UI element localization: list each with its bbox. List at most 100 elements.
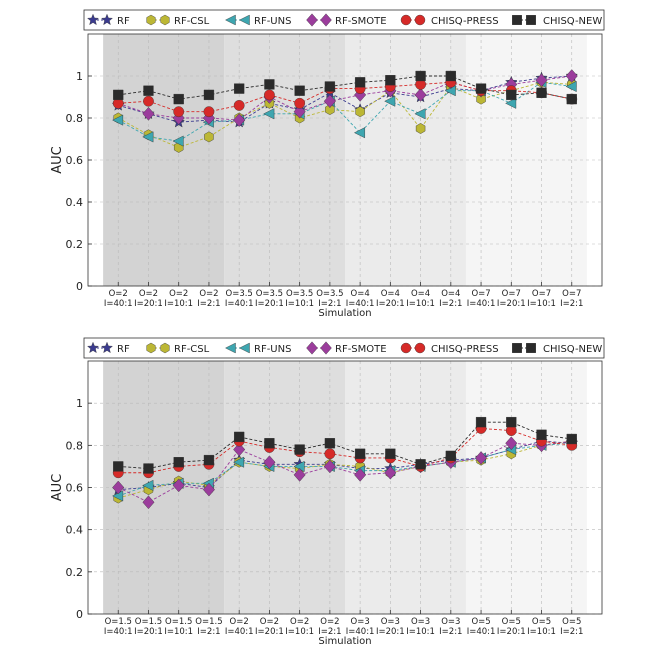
data-point bbox=[294, 97, 306, 109]
chart-1: 00.20.40.60.81O=2I=40:1O=2I=20:1O=2I=10:… bbox=[50, 9, 605, 319]
series-line bbox=[118, 428, 572, 474]
legend-marker bbox=[146, 14, 156, 26]
data-point bbox=[264, 79, 275, 90]
legend-label: CHISQ-NEW bbox=[543, 16, 602, 27]
legend-marker bbox=[87, 13, 99, 26]
data-point bbox=[565, 80, 577, 93]
series-line bbox=[118, 421, 572, 469]
x-tick-label-overlap: O=3 bbox=[411, 617, 430, 627]
data-point bbox=[324, 81, 336, 92]
x-tick-label-overlap: O=4 bbox=[381, 289, 400, 299]
data-point bbox=[385, 448, 396, 459]
data-point bbox=[233, 456, 245, 468]
y-tick-label: 0.8 bbox=[66, 112, 84, 125]
x-tick-label-imbalance: I=10:1 bbox=[164, 299, 193, 309]
y-tick-label: 0.6 bbox=[66, 154, 84, 167]
x-tick-label-overlap: O=5 bbox=[502, 617, 521, 627]
y-tick-label: 0 bbox=[76, 608, 83, 621]
data-point bbox=[202, 482, 215, 497]
data-point bbox=[506, 417, 517, 428]
x-axis-label: Simulation bbox=[318, 308, 371, 319]
legend-marker bbox=[160, 342, 170, 354]
data-point bbox=[143, 463, 154, 474]
x-tick-label-overlap: O=2 bbox=[230, 617, 249, 627]
data-point bbox=[506, 89, 517, 101]
data-point bbox=[384, 465, 397, 480]
x-tick-label-imbalance: I=20:1 bbox=[255, 299, 284, 309]
x-tick-label-overlap: O=2 bbox=[199, 289, 218, 299]
x-tick-label-overlap: O=2 bbox=[109, 289, 128, 299]
legend-label: RF-UNS bbox=[254, 16, 291, 27]
x-tick-label-overlap: O=2 bbox=[169, 289, 188, 299]
y-tick-label: 1 bbox=[76, 70, 83, 83]
x-tick-label-imbalance: I=2:1 bbox=[439, 627, 462, 637]
data-point bbox=[536, 429, 547, 440]
y-tick-label: 0.2 bbox=[66, 566, 84, 579]
x-tick-label-overlap: O=3 bbox=[441, 617, 460, 627]
legend-marker bbox=[239, 14, 250, 26]
x-tick-label-imbalance: I=2:1 bbox=[318, 299, 341, 309]
data-point bbox=[354, 448, 366, 459]
legend-marker bbox=[320, 13, 332, 27]
x-tick-label-imbalance: I=20:1 bbox=[134, 627, 163, 637]
data-point bbox=[234, 83, 245, 94]
x-tick-label-imbalance: I=40:1 bbox=[346, 299, 375, 309]
x-tick-label-imbalance: I=20:1 bbox=[376, 299, 405, 309]
y-tick-label: 1 bbox=[76, 397, 83, 410]
legend-marker bbox=[512, 343, 522, 353]
y-tick-label: 0.4 bbox=[66, 524, 84, 537]
data-point bbox=[415, 123, 426, 134]
series-line bbox=[118, 75, 572, 121]
data-point bbox=[142, 495, 155, 510]
data-point bbox=[384, 95, 396, 107]
legend-label: RF-UNS bbox=[254, 344, 291, 355]
data-point bbox=[113, 89, 124, 101]
x-tick-label-imbalance: I=2:1 bbox=[197, 627, 220, 637]
group-band-3 bbox=[345, 361, 466, 614]
x-tick-label-imbalance: I=40:1 bbox=[104, 299, 133, 309]
x-tick-label-imbalance: I=10:1 bbox=[285, 299, 314, 309]
x-tick-label-overlap: O=7 bbox=[562, 289, 581, 299]
y-tick-label: 0.4 bbox=[66, 196, 84, 209]
data-point bbox=[143, 85, 154, 96]
group-band-1 bbox=[103, 34, 225, 286]
legend-label: RF-SMOTE bbox=[335, 344, 387, 355]
data-point bbox=[476, 93, 486, 105]
data-point bbox=[263, 455, 276, 470]
data-point bbox=[353, 127, 365, 139]
data-point bbox=[203, 106, 215, 118]
data-point bbox=[324, 438, 336, 449]
data-point bbox=[173, 93, 184, 105]
data-point bbox=[475, 451, 488, 465]
legend-marker bbox=[320, 341, 332, 355]
data-point bbox=[264, 438, 275, 449]
data-point bbox=[385, 75, 396, 86]
series-line bbox=[118, 81, 572, 113]
x-tick-label-imbalance: I=2:1 bbox=[560, 299, 583, 309]
x-tick-label-imbalance: I=2:1 bbox=[318, 627, 341, 637]
x-axis-label: Simulation bbox=[318, 636, 371, 647]
series-line bbox=[118, 75, 572, 100]
x-tick-label-overlap: O=7 bbox=[502, 289, 521, 299]
x-tick-label-overlap: O=1.5 bbox=[105, 617, 132, 627]
legend-marker bbox=[160, 14, 170, 26]
data-point bbox=[505, 97, 517, 109]
legend-marker bbox=[225, 14, 236, 26]
data-point bbox=[204, 131, 214, 143]
data-point bbox=[203, 454, 215, 466]
data-point bbox=[172, 478, 185, 493]
data-point bbox=[142, 106, 155, 121]
x-tick-label-imbalance: I=2:1 bbox=[439, 299, 462, 309]
chart-2: 00.20.40.60.81O=1.5I=40:1O=1.5I=20:1O=1.… bbox=[50, 337, 605, 647]
x-tick-label-overlap: O=5 bbox=[562, 617, 581, 627]
series-line bbox=[118, 442, 572, 497]
series-line bbox=[118, 440, 572, 503]
x-tick-label-imbalance: I=40:1 bbox=[104, 627, 133, 637]
x-tick-label-overlap: O=3 bbox=[381, 617, 400, 627]
data-point bbox=[112, 114, 124, 126]
data-point bbox=[354, 77, 366, 88]
x-tick-label-overlap: O=3.5 bbox=[226, 289, 253, 299]
x-tick-label-imbalance: I=40:1 bbox=[225, 627, 254, 637]
data-point bbox=[234, 431, 245, 443]
legend-marker bbox=[225, 342, 236, 354]
